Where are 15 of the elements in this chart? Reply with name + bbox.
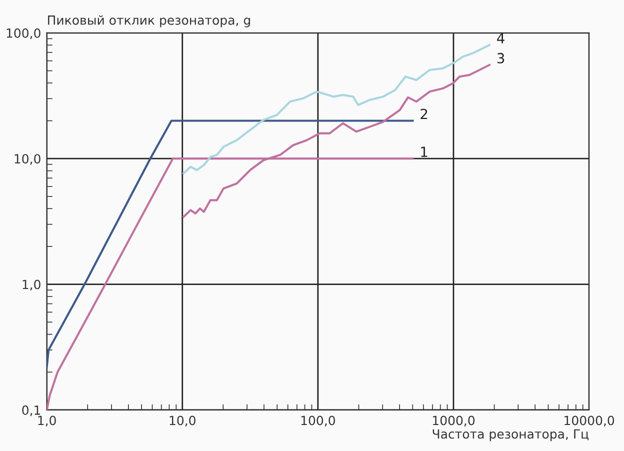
- x-tick-label: 100,0: [301, 416, 335, 426]
- y-tick-label: 1,0: [22, 280, 40, 290]
- series-label: 4: [497, 33, 504, 44]
- x-tick-label: 10,0: [170, 416, 196, 426]
- y-axis-title: Пиковый отклик резонатора, g: [48, 15, 250, 28]
- y-tick-label: 10,0: [14, 154, 40, 165]
- series-label: 1: [421, 146, 428, 157]
- y-tick-label: 0,1: [22, 405, 40, 416]
- x-tick-label: 1,0: [38, 416, 56, 426]
- x-axis-title: Частота резонатора, Гц: [432, 429, 588, 442]
- series-label: 3: [497, 52, 504, 64]
- y-tick-label: 100,0: [6, 28, 40, 40]
- series-label: 2: [420, 108, 428, 120]
- x-tick-label: 1000,0: [432, 416, 475, 426]
- x-tick-label: 10000,0: [564, 416, 614, 426]
